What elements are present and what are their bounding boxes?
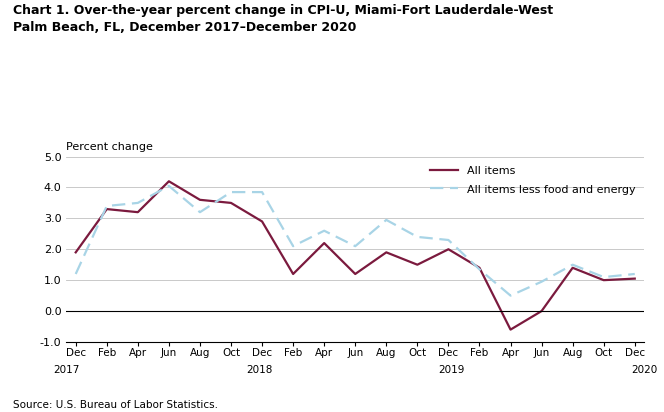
Legend: All items, All items less food and energy: All items, All items less food and energ…: [426, 162, 639, 198]
Line: All items: All items: [76, 181, 635, 330]
Text: Percent change: Percent change: [66, 143, 153, 152]
All items less food and energy: [538, 279, 546, 284]
All items: [227, 201, 235, 206]
All items less food and energy: [165, 183, 173, 188]
All items less food and energy: [507, 293, 515, 298]
All items: [475, 265, 483, 270]
All items less food and energy: [289, 244, 297, 249]
All items: [568, 265, 576, 270]
Text: Chart 1. Over-the-year percent change in CPI-U, Miami-Fort Lauderdale-West
Palm : Chart 1. Over-the-year percent change in…: [13, 4, 553, 34]
All items: [507, 327, 515, 332]
All items less food and energy: [227, 190, 235, 194]
All items: [351, 272, 359, 276]
All items less food and energy: [320, 228, 328, 233]
All items: [165, 179, 173, 184]
All items: [258, 219, 266, 224]
All items less food and energy: [351, 244, 359, 249]
All items less food and energy: [134, 201, 142, 206]
All items less food and energy: [103, 204, 111, 208]
All items less food and energy: [475, 267, 483, 272]
All items: [320, 241, 328, 246]
All items: [600, 278, 608, 283]
All items: [444, 247, 452, 252]
All items less food and energy: [72, 272, 80, 276]
All items: [382, 250, 390, 255]
All items less food and energy: [414, 234, 422, 239]
All items: [134, 210, 142, 215]
All items: [103, 207, 111, 212]
All items less food and energy: [568, 262, 576, 267]
Text: 2018: 2018: [246, 365, 272, 375]
All items: [538, 309, 546, 314]
All items: [196, 197, 204, 202]
All items less food and energy: [444, 237, 452, 242]
All items less food and energy: [196, 210, 204, 215]
All items less food and energy: [631, 272, 639, 276]
All items less food and energy: [258, 190, 266, 194]
All items less food and energy: [600, 274, 608, 279]
All items: [289, 272, 297, 276]
Text: Source: U.S. Bureau of Labor Statistics.: Source: U.S. Bureau of Labor Statistics.: [13, 400, 218, 410]
Text: 2020: 2020: [631, 365, 657, 375]
All items less food and energy: [382, 218, 390, 222]
Text: 2019: 2019: [438, 365, 465, 375]
All items: [414, 262, 422, 267]
All items: [72, 250, 80, 255]
All items: [631, 276, 639, 281]
Line: All items less food and energy: All items less food and energy: [76, 186, 635, 296]
Text: 2017: 2017: [53, 365, 80, 375]
